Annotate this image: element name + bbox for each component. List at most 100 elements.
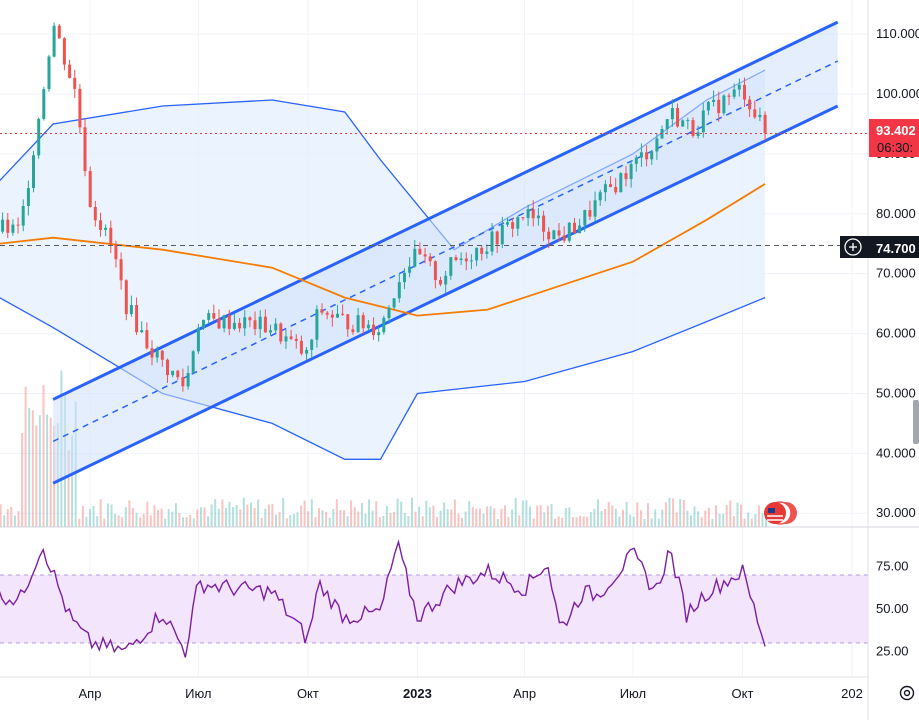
candle[interactable]	[238, 318, 242, 333]
candle[interactable]	[104, 224, 108, 237]
candle[interactable]	[181, 368, 185, 392]
candle[interactable]	[506, 217, 509, 227]
candle[interactable]	[320, 303, 324, 316]
candle[interactable]	[567, 222, 571, 243]
candle[interactable]	[516, 215, 520, 236]
candle[interactable]	[562, 226, 566, 243]
candle[interactable]	[706, 101, 710, 116]
candle[interactable]	[459, 252, 463, 265]
candle[interactable]	[475, 247, 479, 267]
candle[interactable]	[114, 240, 118, 268]
candle[interactable]	[372, 317, 375, 340]
candle[interactable]	[6, 212, 10, 239]
candle[interactable]	[37, 117, 41, 159]
candle[interactable]	[439, 276, 442, 287]
candle[interactable]	[52, 22, 56, 58]
candle[interactable]	[603, 180, 607, 202]
candle[interactable]	[650, 149, 654, 165]
candle[interactable]	[397, 273, 401, 303]
candle[interactable]	[444, 270, 448, 294]
candle[interactable]	[99, 212, 102, 237]
candle[interactable]	[423, 247, 427, 264]
candle[interactable]	[480, 245, 484, 261]
scroll-handle[interactable]	[913, 400, 919, 444]
candle[interactable]	[140, 321, 144, 334]
candlesticks[interactable]	[0, 22, 767, 392]
candle[interactable]	[511, 218, 515, 238]
settings-gear-icon[interactable]	[899, 685, 915, 701]
candle[interactable]	[737, 78, 741, 97]
candle[interactable]	[269, 324, 272, 336]
candle[interactable]	[557, 223, 561, 242]
candle[interactable]	[665, 118, 669, 135]
candle[interactable]	[279, 322, 283, 345]
candle[interactable]	[145, 322, 149, 350]
candle[interactable]	[732, 83, 736, 100]
candle[interactable]	[155, 346, 159, 363]
time-axis[interactable]: Апр Июл Окт 2023 Апр Июл Окт 202	[79, 686, 863, 701]
candle[interactable]	[212, 304, 216, 321]
candle[interactable]	[73, 69, 77, 99]
candle[interactable]	[119, 252, 123, 290]
candle[interactable]	[78, 84, 82, 134]
candle[interactable]	[583, 209, 587, 232]
candle[interactable]	[758, 107, 762, 122]
candle[interactable]	[166, 358, 169, 383]
candle[interactable]	[645, 145, 649, 167]
candle[interactable]	[42, 86, 46, 121]
candle[interactable]	[83, 118, 87, 177]
candle[interactable]	[186, 365, 190, 390]
candle[interactable]	[191, 350, 195, 375]
candle[interactable]	[753, 100, 757, 120]
candle[interactable]	[129, 295, 133, 317]
candle[interactable]	[171, 370, 175, 378]
crosshair-price-label[interactable]: 74.700	[840, 236, 919, 258]
candle[interactable]	[330, 310, 334, 327]
candle[interactable]	[274, 318, 278, 334]
candle[interactable]	[433, 260, 437, 289]
candle[interactable]	[135, 297, 139, 335]
candle[interactable]	[712, 90, 716, 107]
candle[interactable]	[701, 102, 705, 138]
candle[interactable]	[11, 219, 15, 236]
candle[interactable]	[578, 218, 582, 234]
candle[interactable]	[588, 200, 592, 221]
candle[interactable]	[629, 160, 633, 188]
candle[interactable]	[449, 257, 453, 280]
candle[interactable]	[454, 254, 458, 262]
candle[interactable]	[253, 311, 257, 336]
candle[interactable]	[526, 204, 530, 226]
candle[interactable]	[413, 239, 417, 268]
candle[interactable]	[248, 316, 252, 328]
candle[interactable]	[531, 200, 535, 227]
candle[interactable]	[32, 150, 35, 193]
candle[interactable]	[109, 220, 113, 254]
candle[interactable]	[305, 347, 309, 361]
candle[interactable]	[536, 207, 540, 226]
candle[interactable]	[469, 254, 473, 270]
candle[interactable]	[593, 191, 597, 222]
candle[interactable]	[62, 37, 66, 71]
candle[interactable]	[717, 91, 721, 122]
candle[interactable]	[196, 323, 200, 354]
candle[interactable]	[207, 309, 211, 324]
candle[interactable]	[351, 324, 355, 335]
candle[interactable]	[294, 334, 298, 349]
candle[interactable]	[232, 314, 236, 331]
candle[interactable]	[289, 329, 293, 341]
candle[interactable]	[573, 217, 576, 234]
candle[interactable]	[495, 230, 499, 254]
candle[interactable]	[428, 253, 432, 267]
candle[interactable]	[403, 268, 406, 290]
candle[interactable]	[598, 189, 602, 206]
candle[interactable]	[366, 320, 370, 331]
candle[interactable]	[624, 165, 628, 187]
candle[interactable]	[542, 210, 546, 242]
candle[interactable]	[124, 279, 128, 321]
add-alert-icon[interactable]	[844, 238, 862, 256]
candle[interactable]	[655, 133, 659, 160]
channel-upper-line[interactable]	[52, 20, 839, 401]
candle[interactable]	[356, 307, 360, 333]
candle[interactable]	[552, 229, 556, 240]
candle[interactable]	[686, 117, 690, 130]
